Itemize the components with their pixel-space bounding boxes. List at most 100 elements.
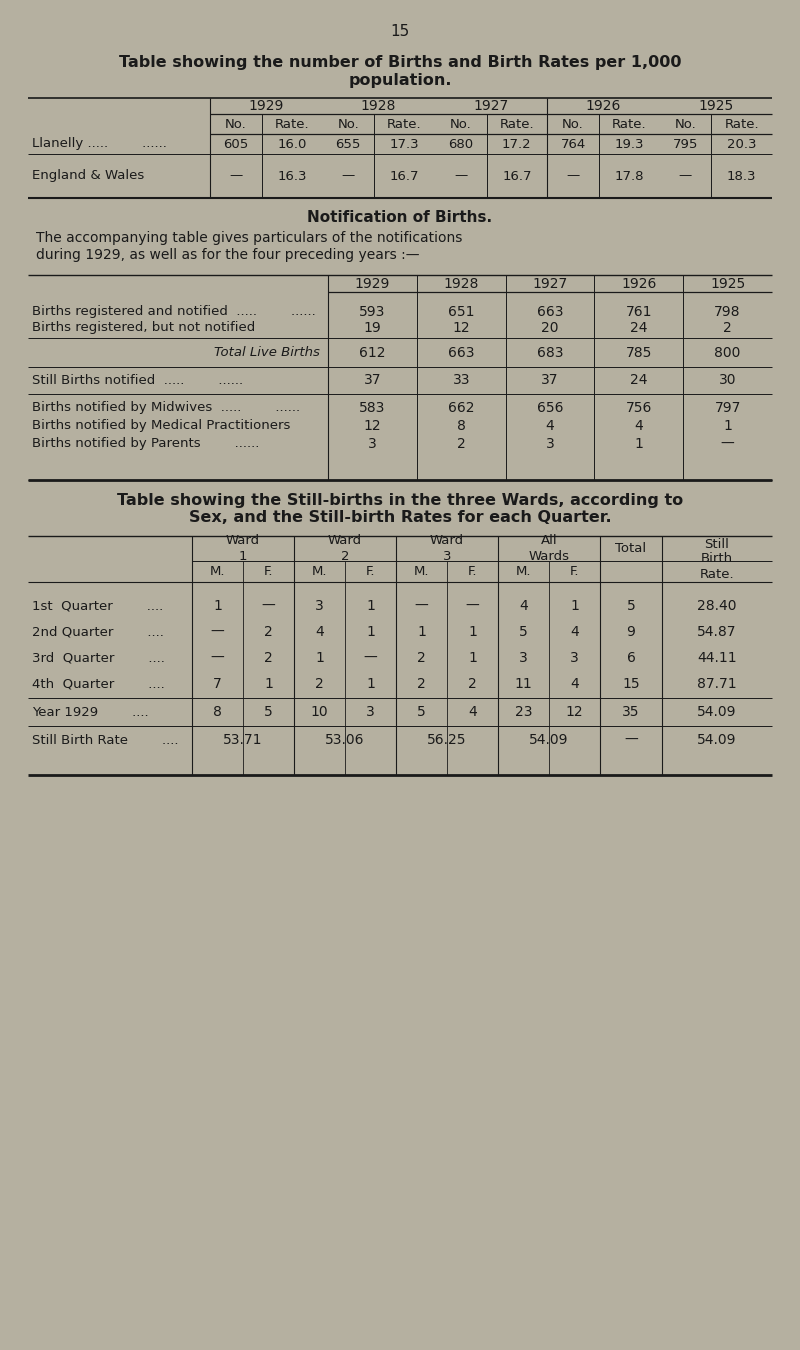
Text: 1: 1	[366, 625, 375, 639]
Text: —: —	[454, 170, 467, 182]
Text: 1928: 1928	[361, 99, 396, 113]
Text: 612: 612	[359, 346, 386, 360]
Text: 56.25: 56.25	[427, 733, 466, 747]
Text: 16.3: 16.3	[278, 170, 307, 182]
Text: Total Live Births: Total Live Births	[214, 347, 320, 359]
Text: 1927: 1927	[474, 99, 509, 113]
Text: 785: 785	[626, 346, 652, 360]
Text: 764: 764	[561, 138, 586, 150]
Text: 37: 37	[364, 373, 381, 387]
Text: M.: M.	[414, 566, 430, 578]
Text: 795: 795	[673, 138, 698, 150]
Text: 1: 1	[264, 676, 273, 691]
Text: 1: 1	[417, 625, 426, 639]
Text: No.: No.	[562, 117, 584, 131]
Text: 19.3: 19.3	[614, 138, 644, 150]
Text: 5: 5	[264, 705, 273, 720]
Text: 1: 1	[213, 599, 222, 613]
Text: —: —	[342, 170, 355, 182]
Text: 53.71: 53.71	[223, 733, 262, 747]
Text: Still
Birth
Rate.: Still Birth Rate.	[700, 537, 734, 580]
Text: 1: 1	[634, 437, 643, 451]
Text: 17.2: 17.2	[502, 138, 532, 150]
Text: F.: F.	[366, 566, 375, 578]
Text: All
Wards: All Wards	[529, 535, 570, 563]
Text: —: —	[210, 625, 224, 639]
Text: Births notified by Parents        ......: Births notified by Parents ......	[32, 437, 259, 451]
Text: 2: 2	[264, 625, 273, 639]
Text: 5: 5	[417, 705, 426, 720]
Text: 683: 683	[537, 346, 563, 360]
Text: 662: 662	[448, 401, 474, 414]
Text: M.: M.	[516, 566, 531, 578]
Text: 1925: 1925	[698, 99, 734, 113]
Text: 19: 19	[363, 321, 382, 335]
Text: 10: 10	[310, 705, 328, 720]
Text: 800: 800	[714, 346, 741, 360]
Text: 593: 593	[359, 305, 386, 319]
Text: population.: population.	[348, 73, 452, 88]
Text: 8: 8	[457, 418, 466, 433]
Text: 35: 35	[622, 705, 640, 720]
Text: 1929: 1929	[354, 277, 390, 290]
Text: 44.11: 44.11	[697, 651, 737, 666]
Text: 24: 24	[630, 373, 647, 387]
Text: No.: No.	[674, 117, 696, 131]
Text: Births notified by Midwives  .....        ......: Births notified by Midwives ..... ......	[32, 401, 300, 414]
Text: 17.8: 17.8	[614, 170, 644, 182]
Text: —: —	[262, 599, 275, 613]
Text: 4: 4	[519, 599, 528, 613]
Text: 651: 651	[448, 305, 474, 319]
Text: 2: 2	[417, 651, 426, 666]
Text: Rate.: Rate.	[612, 117, 646, 131]
Text: Ward
3: Ward 3	[430, 535, 464, 563]
Text: 4: 4	[546, 418, 554, 433]
Text: 12: 12	[566, 705, 583, 720]
Text: 54.87: 54.87	[698, 625, 737, 639]
Text: 1: 1	[366, 599, 375, 613]
Text: Rate.: Rate.	[724, 117, 759, 131]
Text: No.: No.	[450, 117, 471, 131]
Text: Notification of Births.: Notification of Births.	[307, 209, 493, 224]
Text: 1927: 1927	[532, 277, 568, 290]
Text: —: —	[721, 437, 734, 451]
Text: 5: 5	[519, 625, 528, 639]
Text: Rate.: Rate.	[387, 117, 422, 131]
Text: M.: M.	[312, 566, 327, 578]
Text: F.: F.	[468, 566, 478, 578]
Text: Llanelly .....        ......: Llanelly ..... ......	[32, 138, 167, 150]
Text: 663: 663	[448, 346, 474, 360]
Text: Still Births notified  .....        ......: Still Births notified ..... ......	[32, 374, 243, 386]
Text: F.: F.	[570, 566, 579, 578]
Text: 12: 12	[363, 418, 382, 433]
Text: 1: 1	[366, 676, 375, 691]
Text: M.: M.	[210, 566, 226, 578]
Text: Total: Total	[615, 541, 646, 555]
Text: 798: 798	[714, 305, 741, 319]
Text: 3: 3	[570, 651, 579, 666]
Text: 87.71: 87.71	[697, 676, 737, 691]
Text: 8: 8	[213, 705, 222, 720]
Text: 54.09: 54.09	[698, 705, 737, 720]
Text: England & Wales: England & Wales	[32, 170, 144, 182]
Text: 583: 583	[359, 401, 386, 414]
Text: 1: 1	[570, 599, 579, 613]
Text: 2: 2	[468, 676, 477, 691]
Text: 3: 3	[519, 651, 528, 666]
Text: 53.06: 53.06	[326, 733, 365, 747]
Text: No.: No.	[225, 117, 246, 131]
Text: 3rd  Quarter        ....: 3rd Quarter ....	[32, 652, 165, 664]
Text: Rate.: Rate.	[274, 117, 310, 131]
Text: 4: 4	[634, 418, 643, 433]
Text: 17.3: 17.3	[390, 138, 419, 150]
Text: Births registered, but not notified: Births registered, but not notified	[32, 321, 255, 335]
Text: Ward
1: Ward 1	[226, 535, 260, 563]
Text: Table showing the number of Births and Birth Rates per 1,000: Table showing the number of Births and B…	[118, 54, 682, 69]
Text: Births registered and notified  .....        ......: Births registered and notified ..... ...…	[32, 305, 316, 319]
Text: No.: No.	[338, 117, 359, 131]
Text: 16.7: 16.7	[390, 170, 419, 182]
Text: —: —	[414, 599, 428, 613]
Text: The accompanying table gives particulars of the notifications: The accompanying table gives particulars…	[36, 231, 462, 244]
Text: Rate.: Rate.	[499, 117, 534, 131]
Text: 656: 656	[537, 401, 563, 414]
